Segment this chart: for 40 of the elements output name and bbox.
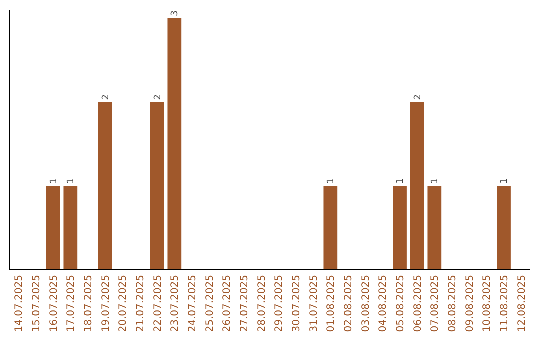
x-tick-label: 31.07.2025 [308,275,320,332]
data-label: 3 [170,10,181,16]
x-tick-label: 30.07.2025 [292,275,302,332]
x-tick-label: 25.07.2025 [204,275,216,332]
x-tick-label: 22.07.2025 [152,275,164,332]
x-tick-label: 20.07.2025 [118,275,130,332]
data-label: 1 [326,178,337,184]
x-tick-label: 08.08.2025 [448,275,458,332]
x-tick-label: 07.08.2025 [430,275,442,332]
x-tick-label: 26.07.2025 [222,275,234,332]
x-tick-label: 18.07.2025 [84,275,94,332]
x-tick-label: 21.07.2025 [136,275,146,332]
x-tick-label: 15.07.2025 [32,275,42,332]
x-tick-label: 17.07.2025 [66,275,78,332]
x-tick-label: 02.08.2025 [344,275,354,332]
x-tick-label: 03.08.2025 [360,275,372,332]
data-label: 2 [413,94,424,100]
data-label: 2 [101,94,112,100]
data-label: 1 [49,178,60,184]
x-tick-label: 28.07.2025 [256,275,268,332]
data-label: 1 [430,178,441,184]
x-tick-label: 19.07.2025 [100,275,112,332]
x-tick-label: 10.08.2025 [482,275,494,332]
x-tick-label: 23.07.2025 [170,275,182,332]
x-tick-label: 05.08.2025 [396,275,406,332]
data-label: 1 [500,178,510,184]
x-tick-label: 27.07.2025 [240,275,250,332]
x-tick-label: 06.08.2025 [412,275,424,332]
x-tick-label: 14.07.2025 [14,275,26,332]
data-label: 1 [66,178,77,184]
x-tick-label: 24.07.2025 [188,275,198,332]
data-label: 2 [153,94,164,100]
x-tick-label: 01.08.2025 [326,275,338,332]
x-tick-label: 04.08.2025 [378,275,390,332]
data-label: 1 [396,178,406,184]
x-tick-label: 16.07.2025 [48,275,60,332]
x-tick-label: 12.08.2025 [516,275,528,332]
x-tick-label: 11.08.2025 [500,275,510,332]
x-tick-label: 09.08.2025 [464,275,476,332]
x-tick-label: 29.07.2025 [274,275,286,332]
